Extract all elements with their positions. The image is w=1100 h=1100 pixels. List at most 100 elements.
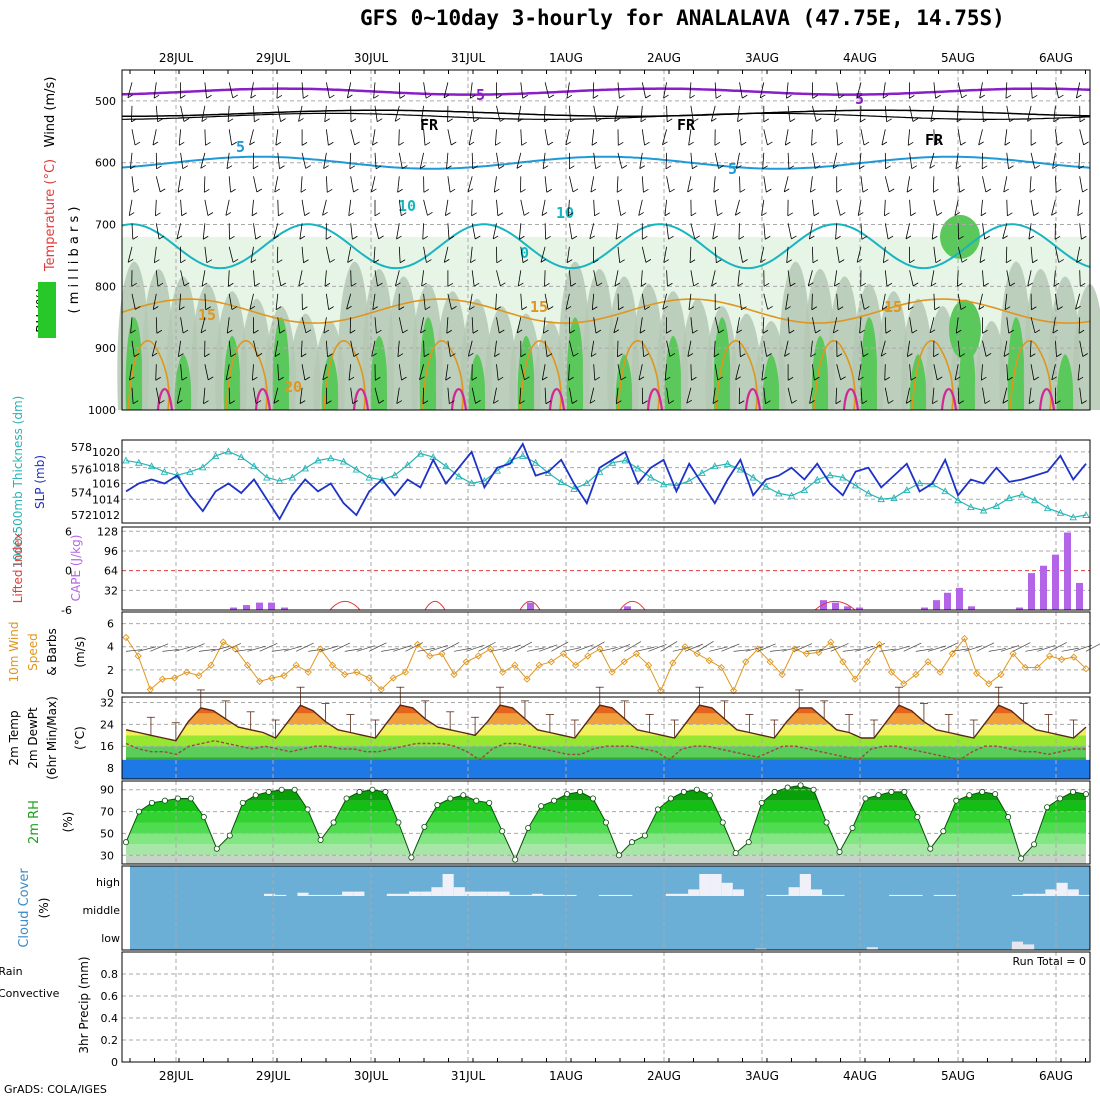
rh-marker <box>343 795 350 802</box>
cape-ylabel-li: Lifted Index <box>11 533 25 604</box>
precip-frame <box>121 951 1091 1063</box>
wind-barb <box>543 105 546 122</box>
wind10-marker <box>936 668 944 676</box>
cape-bar <box>933 600 940 610</box>
wind-barb <box>954 364 959 381</box>
wind-barb <box>1002 223 1008 239</box>
wind-barb <box>1030 82 1033 99</box>
rh-mid-blob <box>876 291 909 410</box>
thickness-marker <box>416 449 425 457</box>
wind-barb-flag <box>838 259 845 263</box>
wind-barb <box>857 199 862 216</box>
isotherm-label: 5 <box>728 160 737 178</box>
wind-barb-flag <box>1008 165 1014 170</box>
rh-marker <box>603 819 610 826</box>
date-label-top: 29JUL <box>256 51 291 65</box>
cape-bar <box>1028 573 1035 610</box>
slp-ylabel-slp: SLP (mb) <box>33 455 47 509</box>
wind-barb-flag <box>544 118 550 123</box>
wind-barb-flag <box>324 118 330 123</box>
wind-barb-flag <box>809 235 815 240</box>
wind10-tick: 6 <box>107 618 114 631</box>
wind-barb <box>346 82 352 99</box>
wind-barb-flag <box>347 94 353 99</box>
wind-barb-flag <box>500 282 506 287</box>
wind-barb-flag <box>280 118 286 122</box>
wind-barb-flag <box>571 235 578 240</box>
wind-barb <box>1006 270 1011 287</box>
wind-barb-flag <box>983 118 989 123</box>
rh-marker <box>330 819 337 826</box>
wind-barb-flag <box>565 141 572 146</box>
wind-barb-flag <box>884 212 890 217</box>
wind-barb <box>1004 129 1008 146</box>
wind-barb <box>761 199 765 216</box>
wind-barb-flag <box>350 118 357 123</box>
cape-bar <box>820 600 827 610</box>
wind10-marker <box>851 675 859 683</box>
wind-barb <box>520 364 525 380</box>
wind-barb <box>955 152 959 169</box>
wind-barb <box>541 199 546 216</box>
wind-barb-flag <box>737 282 744 287</box>
wind-barb-flag <box>1076 94 1082 99</box>
isotherm-20 <box>127 340 170 411</box>
wind-barb-flag <box>177 188 184 193</box>
wind-barb <box>834 270 838 287</box>
wind-barb-flag <box>151 352 158 357</box>
rh-marker <box>551 797 558 804</box>
cloud-high-bar <box>353 891 365 896</box>
thickness-marker <box>698 469 706 476</box>
wind-barb <box>884 317 887 334</box>
wind10-marker <box>195 672 203 680</box>
wind-barb <box>204 293 207 310</box>
wind10-marker <box>766 658 774 666</box>
date-label-top: 5AUG <box>941 51 975 65</box>
wind-barb-flag <box>135 306 141 310</box>
wind-barb-flag <box>571 400 578 404</box>
wind-barb-flag <box>884 376 890 381</box>
wind-barb <box>856 82 862 98</box>
wind-barb <box>250 246 254 263</box>
wind-barb <box>982 270 985 287</box>
wind-barb <box>274 176 279 193</box>
cape-tick: 96 <box>104 545 118 558</box>
cloud-high-bar <box>386 893 398 896</box>
wind-barb <box>566 82 570 99</box>
lifted-index-line <box>619 600 646 611</box>
rh-marker <box>836 848 843 855</box>
thickness-marker <box>403 461 412 468</box>
wind-barb <box>1055 246 1060 263</box>
wind-barb <box>180 317 184 334</box>
wind-barb <box>884 199 886 216</box>
wind-barb <box>933 82 936 99</box>
sounding-ylabel-mb: ( m i l l i b a r s ) <box>67 207 82 314</box>
wind-barb <box>155 176 161 192</box>
wind10-marker <box>1082 665 1090 673</box>
wind-barb-flag <box>1028 400 1035 404</box>
wind10-marker <box>778 670 786 679</box>
rh-marker <box>486 799 493 806</box>
wind-barb <box>881 293 886 310</box>
wind-barb <box>469 82 473 99</box>
wind-barb <box>152 293 157 310</box>
wind-barb-flag <box>717 212 723 217</box>
rh-marker <box>771 788 778 795</box>
wind-barb <box>398 199 402 216</box>
wind-barb <box>617 152 623 169</box>
thickness-marker <box>173 471 181 479</box>
wind-barb <box>640 270 643 287</box>
wind-barb <box>423 293 426 310</box>
wind-barb <box>662 293 667 310</box>
rh-marker <box>421 823 428 830</box>
wind-barb-flag <box>668 235 674 240</box>
wind-barb-flag <box>912 118 919 122</box>
wind-barb <box>398 364 402 381</box>
wind-barb-flag <box>810 353 816 358</box>
wind-barb <box>374 270 378 287</box>
wind-barb-flag <box>303 259 309 264</box>
rh-green-blob <box>272 317 290 410</box>
wind-barb <box>666 387 670 404</box>
wind-barb <box>519 223 522 240</box>
isotherm-label: 15 <box>530 298 548 316</box>
